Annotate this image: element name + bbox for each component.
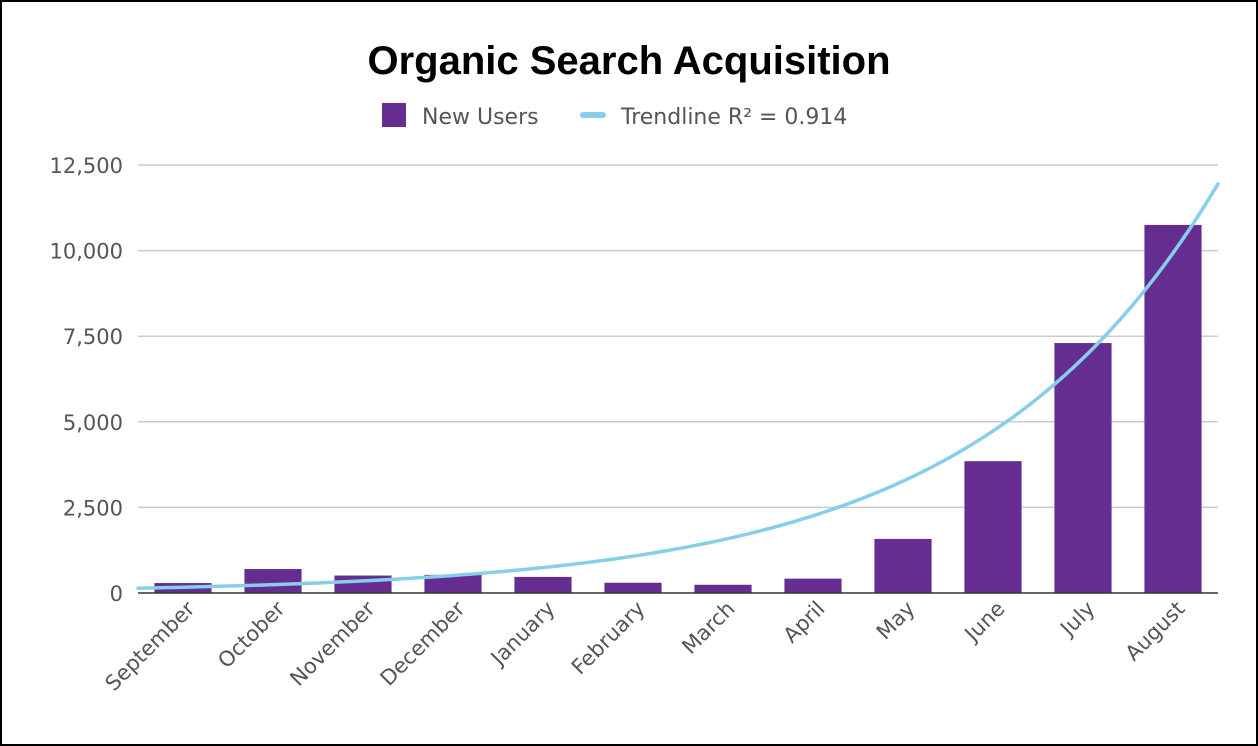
y-tick-label: 12,500 bbox=[50, 154, 123, 178]
bar-march bbox=[694, 584, 752, 593]
bar-august bbox=[1144, 224, 1202, 594]
y-tick-label: 2,500 bbox=[63, 496, 123, 520]
legend-swatch-trendline bbox=[580, 112, 606, 118]
y-tick-label: 10,000 bbox=[50, 240, 123, 264]
x-tick-label: August bbox=[1121, 597, 1190, 666]
y-tick-label: 0 bbox=[110, 582, 123, 606]
x-tick-label: April bbox=[779, 597, 830, 648]
trendline bbox=[136, 182, 1220, 590]
legend: New Users Trendline R² = 0.914 bbox=[382, 103, 847, 130]
legend-label-trendline: Trendline R² = 0.914 bbox=[620, 105, 847, 130]
bar-january bbox=[514, 576, 572, 593]
bar-july bbox=[1054, 343, 1112, 593]
y-axis-ticks: 0 2,500 5,000 7,500 10,000 12,500 bbox=[50, 154, 123, 606]
x-tick-label: March bbox=[677, 597, 739, 659]
bar-december bbox=[424, 574, 482, 593]
y-tick-label: 5,000 bbox=[63, 411, 123, 435]
x-tick-label: October bbox=[213, 596, 290, 673]
trendline-curve bbox=[136, 182, 1220, 590]
grid-lines bbox=[138, 164, 1218, 509]
x-tick-label: September bbox=[100, 596, 199, 695]
bar-february bbox=[604, 582, 662, 593]
legend-label-new-users: New Users bbox=[422, 105, 539, 130]
legend-swatch-new-users bbox=[382, 103, 406, 127]
x-tick-label: February bbox=[567, 597, 650, 680]
x-tick-label: November bbox=[285, 596, 379, 690]
bars bbox=[154, 224, 1202, 594]
x-tick-label: January bbox=[485, 597, 560, 672]
x-tick-label: July bbox=[1054, 597, 1099, 642]
bar-may bbox=[874, 538, 932, 593]
x-tick-label: June bbox=[959, 597, 1010, 648]
bar-april bbox=[784, 578, 842, 593]
bar-june bbox=[964, 461, 1022, 593]
y-tick-label: 7,500 bbox=[63, 325, 123, 349]
chart-title: Organic Search Acquisition bbox=[367, 39, 890, 83]
x-tick-label: December bbox=[376, 596, 470, 690]
x-tick-label: May bbox=[872, 597, 920, 645]
bar-october bbox=[244, 569, 302, 593]
